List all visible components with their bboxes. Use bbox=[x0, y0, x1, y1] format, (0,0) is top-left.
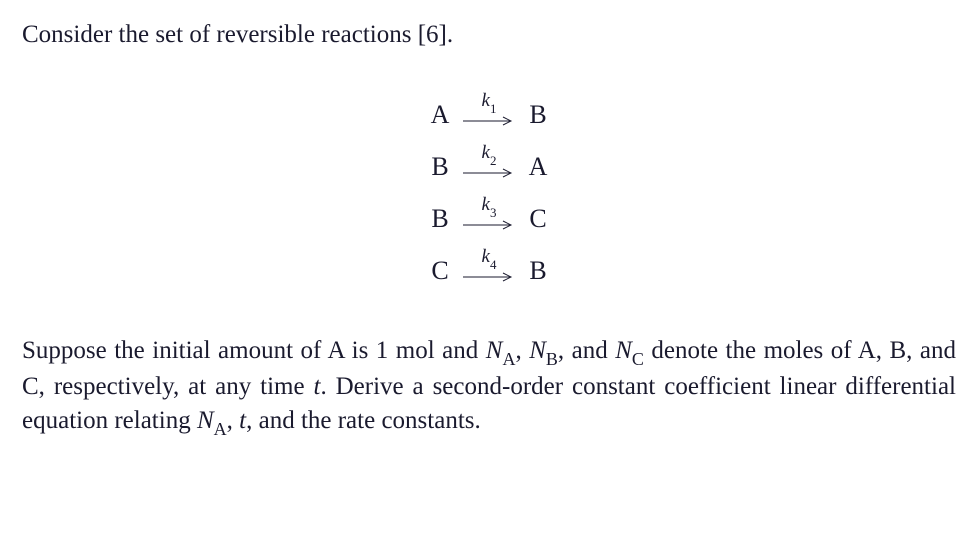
intro-paragraph: Consider the set of reversible reactions… bbox=[22, 18, 956, 52]
symbol-N: N bbox=[197, 407, 214, 434]
arrow-icon bbox=[463, 116, 515, 126]
rate-constant-label: k3 bbox=[463, 194, 515, 219]
reaction-row: C k4 B bbox=[427, 256, 551, 286]
reaction-arrow: k1 bbox=[463, 100, 515, 130]
rate-constant-label: k1 bbox=[463, 90, 515, 115]
reaction-arrow: k3 bbox=[463, 204, 515, 234]
symbol-subscript: C bbox=[632, 349, 644, 369]
arrow-icon bbox=[463, 272, 515, 282]
reaction-row: A k1 B bbox=[427, 100, 551, 130]
text-run: , and bbox=[558, 337, 615, 364]
symbol-subscript: A bbox=[502, 349, 515, 369]
reaction-lhs: A bbox=[427, 100, 453, 130]
symbol-N: N bbox=[486, 337, 503, 364]
reaction-rhs: B bbox=[525, 100, 551, 130]
reaction-lhs: B bbox=[427, 204, 453, 234]
text-run: Suppose the initial amount of A is 1 mol… bbox=[22, 337, 486, 364]
symbol-N: N bbox=[529, 337, 546, 364]
reaction-lhs: C bbox=[427, 256, 453, 286]
reaction-rhs: C bbox=[525, 204, 551, 234]
reaction-row: B k3 C bbox=[427, 204, 551, 234]
reaction-lhs: B bbox=[427, 152, 453, 182]
text-run: , and the rate constants. bbox=[246, 407, 481, 434]
symbol-subscript: A bbox=[214, 419, 227, 439]
reaction-rhs: B bbox=[525, 256, 551, 286]
rate-constant-label: k2 bbox=[463, 142, 515, 167]
rate-constant-label: k4 bbox=[463, 246, 515, 271]
arrow-icon bbox=[463, 220, 515, 230]
text-run: , bbox=[515, 337, 529, 364]
symbol-N: N bbox=[615, 337, 632, 364]
reaction-rhs: A bbox=[525, 152, 551, 182]
text-run: , bbox=[227, 407, 240, 434]
reaction-arrow: k4 bbox=[463, 256, 515, 286]
arrow-icon bbox=[463, 168, 515, 178]
question-paragraph: Suppose the initial amount of A is 1 mol… bbox=[22, 334, 956, 440]
reaction-block: A k1 B B k2 A B k3 C C k4 B bbox=[22, 100, 956, 286]
reaction-row: B k2 A bbox=[427, 152, 551, 182]
reaction-arrow: k2 bbox=[463, 152, 515, 182]
symbol-subscript: B bbox=[546, 349, 558, 369]
